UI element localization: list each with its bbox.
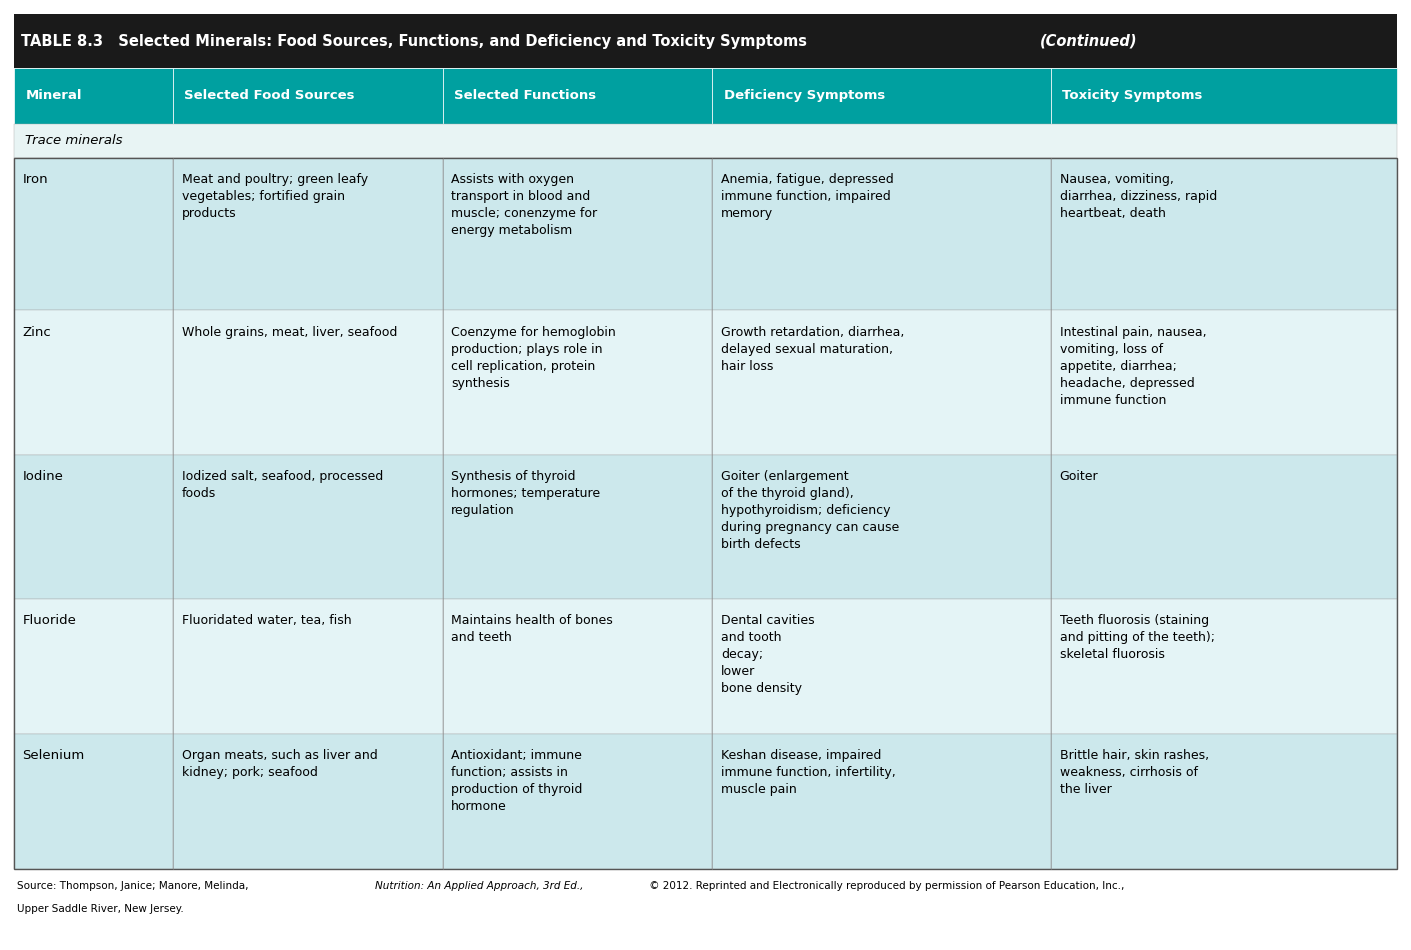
Text: Keshan disease, impaired
immune function, infertility,
muscle pain: Keshan disease, impaired immune function… (721, 750, 896, 796)
FancyBboxPatch shape (174, 311, 443, 454)
FancyBboxPatch shape (713, 311, 1051, 454)
FancyBboxPatch shape (713, 68, 1051, 124)
FancyBboxPatch shape (1051, 311, 1397, 454)
Text: Antioxidant; immune
function; assists in
production of thyroid
hormone: Antioxidant; immune function; assists in… (452, 750, 583, 813)
FancyBboxPatch shape (174, 598, 443, 734)
Text: Toxicity Symptoms: Toxicity Symptoms (1062, 89, 1202, 103)
Text: Fluoride: Fluoride (23, 614, 76, 627)
FancyBboxPatch shape (443, 598, 713, 734)
FancyBboxPatch shape (14, 454, 174, 598)
Text: Anemia, fatigue, depressed
immune function, impaired
memory: Anemia, fatigue, depressed immune functi… (721, 173, 893, 219)
Text: Fluoridated water, tea, fish: Fluoridated water, tea, fish (182, 614, 351, 627)
Text: Brittle hair, skin rashes,
weakness, cirrhosis of
the liver: Brittle hair, skin rashes, weakness, cir… (1060, 750, 1209, 796)
FancyBboxPatch shape (14, 158, 174, 311)
Text: Mineral: Mineral (25, 89, 82, 103)
Text: Assists with oxygen
transport in blood and
muscle; conenzyme for
energy metaboli: Assists with oxygen transport in blood a… (452, 173, 597, 237)
FancyBboxPatch shape (14, 598, 174, 734)
Text: Goiter: Goiter (1060, 469, 1098, 483)
Text: Intestinal pain, nausea,
vomiting, loss of
appetite, diarrhea;
headache, depress: Intestinal pain, nausea, vomiting, loss … (1060, 326, 1206, 407)
FancyBboxPatch shape (1051, 68, 1397, 124)
Text: Selected Food Sources: Selected Food Sources (185, 89, 356, 103)
Text: Iron: Iron (23, 173, 48, 186)
Text: Source: Thompson, Janice; Manore, Melinda,: Source: Thompson, Janice; Manore, Melind… (17, 881, 251, 891)
FancyBboxPatch shape (174, 454, 443, 598)
Text: Whole grains, meat, liver, seafood: Whole grains, meat, liver, seafood (182, 326, 396, 339)
Text: Synthesis of thyroid
hormones; temperature
regulation: Synthesis of thyroid hormones; temperatu… (452, 469, 600, 517)
FancyBboxPatch shape (443, 68, 713, 124)
FancyBboxPatch shape (14, 311, 174, 454)
Text: Nutrition: An Applied Approach, 3rd Ed.,: Nutrition: An Applied Approach, 3rd Ed., (375, 881, 584, 891)
FancyBboxPatch shape (443, 158, 713, 311)
Text: Trace minerals: Trace minerals (25, 134, 123, 147)
Text: Upper Saddle River, New Jersey.: Upper Saddle River, New Jersey. (17, 903, 183, 914)
FancyBboxPatch shape (174, 734, 443, 869)
Text: (Continued): (Continued) (1040, 34, 1137, 48)
Text: TABLE 8.3   Selected Minerals: Food Sources, Functions, and Deficiency and Toxic: TABLE 8.3 Selected Minerals: Food Source… (21, 34, 813, 48)
FancyBboxPatch shape (713, 454, 1051, 598)
Text: Organ meats, such as liver and
kidney; pork; seafood: Organ meats, such as liver and kidney; p… (182, 750, 377, 779)
Text: Zinc: Zinc (23, 326, 51, 339)
FancyBboxPatch shape (713, 598, 1051, 734)
Text: Coenzyme for hemoglobin
production; plays role in
cell replication, protein
synt: Coenzyme for hemoglobin production; play… (452, 326, 617, 390)
FancyBboxPatch shape (174, 158, 443, 311)
Text: Iodine: Iodine (23, 469, 63, 483)
FancyBboxPatch shape (1051, 454, 1397, 598)
Text: Maintains health of bones
and teeth: Maintains health of bones and teeth (452, 614, 612, 644)
FancyBboxPatch shape (1051, 734, 1397, 869)
Text: Deficiency Symptoms: Deficiency Symptoms (724, 89, 885, 103)
Text: Meat and poultry; green leafy
vegetables; fortified grain
products: Meat and poultry; green leafy vegetables… (182, 173, 368, 219)
FancyBboxPatch shape (14, 124, 1397, 158)
FancyBboxPatch shape (14, 734, 174, 869)
Text: Dental cavities
and tooth
decay;
lower
bone density: Dental cavities and tooth decay; lower b… (721, 614, 814, 694)
FancyBboxPatch shape (713, 158, 1051, 311)
FancyBboxPatch shape (443, 311, 713, 454)
FancyBboxPatch shape (14, 14, 1397, 68)
Text: Iodized salt, seafood, processed
foods: Iodized salt, seafood, processed foods (182, 469, 382, 500)
Text: © 2012. Reprinted and Electronically reproduced by permission of Pearson Educati: © 2012. Reprinted and Electronically rep… (646, 881, 1125, 891)
FancyBboxPatch shape (174, 68, 443, 124)
Text: Nausea, vomiting,
diarrhea, dizziness, rapid
heartbeat, death: Nausea, vomiting, diarrhea, dizziness, r… (1060, 173, 1216, 219)
Text: Goiter (enlargement
of the thyroid gland),
hypothyroidism; deficiency
during pre: Goiter (enlargement of the thyroid gland… (721, 469, 899, 551)
Text: Teeth fluorosis (staining
and pitting of the teeth);
skeletal fluorosis: Teeth fluorosis (staining and pitting of… (1060, 614, 1215, 661)
FancyBboxPatch shape (1051, 158, 1397, 311)
FancyBboxPatch shape (443, 734, 713, 869)
Text: Growth retardation, diarrhea,
delayed sexual maturation,
hair loss: Growth retardation, diarrhea, delayed se… (721, 326, 904, 372)
FancyBboxPatch shape (443, 454, 713, 598)
Text: Selected Functions: Selected Functions (454, 89, 597, 103)
FancyBboxPatch shape (713, 734, 1051, 869)
Text: Selenium: Selenium (23, 750, 85, 762)
FancyBboxPatch shape (1051, 598, 1397, 734)
FancyBboxPatch shape (14, 68, 174, 124)
